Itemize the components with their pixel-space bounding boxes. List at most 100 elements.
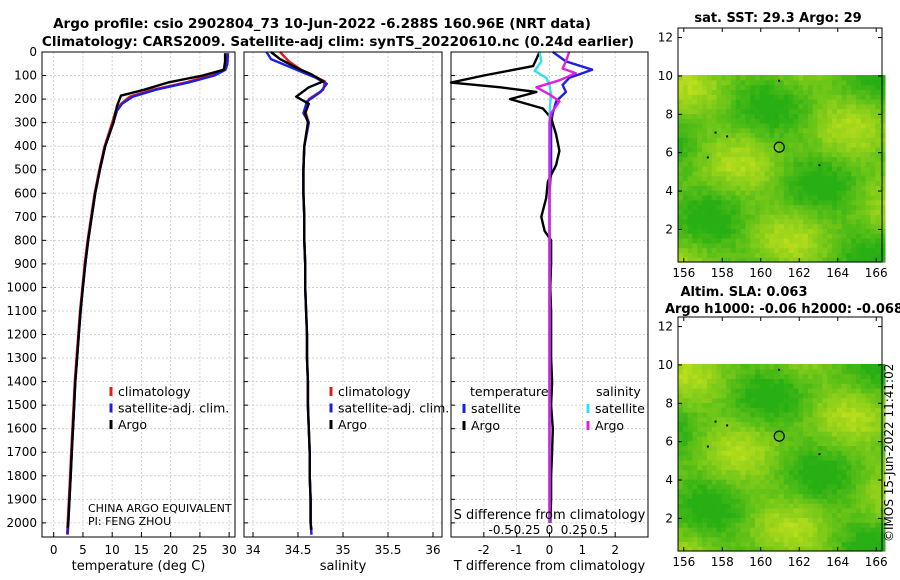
heatmap-cell bbox=[788, 252, 795, 258]
heatmap-cell bbox=[687, 233, 693, 239]
heatmap-cell bbox=[774, 180, 780, 186]
heatmap-cell bbox=[798, 512, 804, 518]
heatmap-cell bbox=[803, 407, 809, 413]
heatmap-cell bbox=[726, 94, 732, 100]
heatmap-cell bbox=[692, 214, 698, 220]
heatmap-cell bbox=[856, 175, 862, 182]
heatmap-cell bbox=[702, 94, 708, 100]
heatmap-cell bbox=[846, 185, 852, 191]
heatmap-cell bbox=[764, 156, 770, 162]
heatmap-cell bbox=[856, 373, 862, 379]
heatmap-cell bbox=[827, 531, 833, 538]
heatmap-cell bbox=[706, 170, 713, 177]
heatmap-cell bbox=[880, 233, 886, 239]
heatmap-cell bbox=[827, 483, 833, 490]
heatmap-cell bbox=[817, 170, 823, 177]
heatmap-cell bbox=[682, 204, 689, 210]
heatmap-cell bbox=[711, 257, 718, 263]
heatmap-cell bbox=[706, 493, 713, 499]
heatmap-cell bbox=[702, 238, 708, 244]
heatmap-cell bbox=[817, 204, 823, 210]
heatmap-cell bbox=[851, 531, 857, 538]
heatmap-cell bbox=[798, 440, 804, 447]
heatmap-cell bbox=[706, 373, 713, 379]
heatmap-cell bbox=[721, 383, 727, 389]
heatmap-cell bbox=[822, 416, 828, 423]
heatmap-cell bbox=[832, 233, 838, 239]
heatmap-cell bbox=[769, 522, 775, 528]
heatmap-cell bbox=[827, 151, 833, 158]
heatmap-cell bbox=[798, 209, 804, 215]
heatmap-cell bbox=[702, 142, 708, 148]
heatmap-cell bbox=[706, 252, 713, 258]
heatmap-cell bbox=[851, 450, 857, 456]
heatmap-cell bbox=[735, 397, 742, 403]
heatmap-cell bbox=[851, 536, 857, 542]
heatmap-cell bbox=[807, 252, 814, 258]
heatmap-cell bbox=[702, 507, 708, 514]
heatmap-cell bbox=[706, 546, 713, 552]
heatmap-cell bbox=[803, 185, 809, 191]
heatmap-cell bbox=[836, 218, 843, 225]
heatmap-cell bbox=[750, 450, 756, 456]
heatmap-cell bbox=[788, 194, 795, 201]
heatmap-cell bbox=[682, 223, 689, 229]
heatmap-cell bbox=[841, 397, 847, 403]
heatmap-cell bbox=[870, 180, 876, 186]
heatmap-cell bbox=[678, 536, 684, 542]
heatmap-cell bbox=[755, 455, 761, 461]
heatmap-cell bbox=[798, 431, 804, 437]
heatmap-cell bbox=[783, 190, 790, 196]
heatmap-cell bbox=[788, 383, 795, 389]
heatmap-cell bbox=[865, 450, 871, 456]
heatmap-cell bbox=[783, 180, 790, 186]
heatmap-cell bbox=[721, 388, 727, 394]
heatmap-cell bbox=[836, 474, 843, 480]
heatmap-cell bbox=[711, 474, 718, 480]
heatmap-cell bbox=[822, 469, 828, 475]
heatmap-cell bbox=[716, 440, 722, 447]
heatmap-cell bbox=[779, 546, 785, 552]
heatmap-cell bbox=[783, 450, 790, 456]
heatmap-cell bbox=[759, 378, 766, 384]
heatmap-cell bbox=[875, 122, 881, 129]
heatmap-cell bbox=[692, 536, 698, 542]
heatmap-cell bbox=[783, 435, 790, 442]
heatmap-cell bbox=[793, 445, 799, 451]
heatmap-cell bbox=[788, 507, 795, 514]
heatmap-cell bbox=[793, 137, 799, 143]
heatmap-cell bbox=[759, 512, 766, 518]
heatmap-cell bbox=[880, 536, 886, 542]
heatmap-cell bbox=[817, 411, 823, 418]
heatmap-cell bbox=[870, 190, 876, 196]
heatmap-cell bbox=[851, 79, 857, 86]
heatmap-cell bbox=[764, 469, 770, 475]
heatmap-cell bbox=[730, 84, 737, 90]
heatmap-cell bbox=[870, 416, 876, 423]
heatmap-cell bbox=[716, 531, 722, 538]
heatmap-cell bbox=[706, 122, 713, 129]
y-tick-label: 4 bbox=[665, 184, 673, 198]
heatmap-cell bbox=[846, 132, 852, 138]
heatmap-cell bbox=[807, 459, 814, 466]
heatmap-cell bbox=[745, 378, 751, 384]
heatmap-cell bbox=[827, 373, 833, 379]
heatmap-cell bbox=[735, 209, 742, 215]
heatmap-cell bbox=[856, 247, 862, 253]
heatmap-cell bbox=[750, 180, 756, 186]
heatmap-cell bbox=[803, 488, 809, 495]
heatmap-cell bbox=[702, 373, 708, 379]
heatmap-cell bbox=[875, 373, 881, 379]
heatmap-cell bbox=[769, 483, 775, 490]
heatmap-cell bbox=[745, 474, 751, 480]
heatmap-cell bbox=[730, 364, 737, 370]
heatmap-cell bbox=[678, 166, 684, 172]
heatmap-cell bbox=[807, 94, 814, 100]
heatmap-cell bbox=[735, 531, 742, 538]
heatmap-cell bbox=[817, 75, 823, 81]
heatmap-cell bbox=[706, 440, 713, 447]
heatmap-cell bbox=[836, 527, 843, 533]
heatmap-cell bbox=[865, 378, 871, 384]
heatmap-cell bbox=[678, 512, 684, 518]
heatmap-cell bbox=[846, 252, 852, 258]
